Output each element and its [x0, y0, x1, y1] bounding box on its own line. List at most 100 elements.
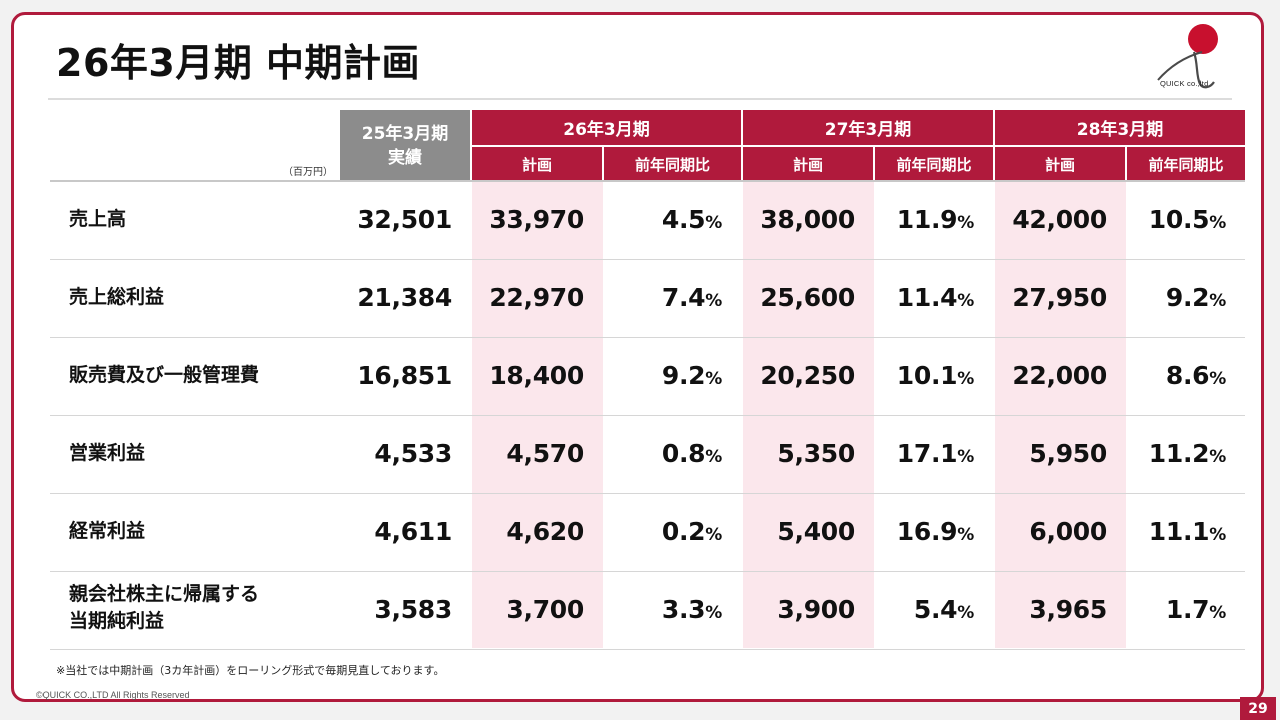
plan-value: 33,970: [489, 205, 584, 234]
plan-subheader: 計画: [743, 147, 873, 181]
yoy-number: 3.3: [661, 595, 706, 624]
period-header: 26年3月期: [472, 110, 741, 145]
plan-value: 38,000: [760, 205, 855, 234]
plan-value: 42,000: [1012, 205, 1107, 234]
yoy-value: 8.6%: [1106, 361, 1226, 390]
yoy-number: 9.2: [1165, 283, 1210, 312]
yoy-number: 4.5: [661, 205, 706, 234]
yoy-number: 10.1: [896, 361, 958, 390]
actual-value: 4,533: [374, 439, 452, 468]
actual-value: 16,851: [357, 361, 452, 390]
yoy-number: 8.6: [1165, 361, 1210, 390]
percent-unit: %: [705, 291, 722, 311]
percent-unit: %: [1209, 291, 1226, 311]
yoy-value: 10.5%: [1106, 205, 1227, 234]
yoy-number: 0.2: [661, 517, 706, 546]
percent-unit: %: [1209, 213, 1226, 233]
row-label: 売上高: [69, 207, 127, 230]
yoy-number: 0.8: [661, 439, 706, 468]
yoy-number: 16.9: [896, 517, 958, 546]
plan-value: 6,000: [1029, 517, 1107, 546]
percent-unit: %: [705, 603, 722, 623]
yoy-value: 9.2%: [1106, 283, 1226, 312]
row-separator: [50, 571, 1245, 572]
percent-unit: %: [1209, 447, 1226, 467]
yoy-subheader: 前年同期比: [1127, 147, 1245, 181]
yoy-value: 17.1%: [854, 439, 975, 468]
plan-value: 4,620: [506, 517, 584, 546]
percent-unit: %: [957, 213, 974, 233]
yoy-value: 11.9%: [854, 205, 975, 234]
row-label: 親会社株主に帰属する 当期純利益: [69, 583, 260, 632]
actual-header-label: 実績: [388, 147, 422, 168]
title-rule: [48, 98, 1232, 100]
percent-unit: %: [1209, 603, 1226, 623]
yoy-value: 11.4%: [854, 283, 975, 312]
plan-value: 3,900: [777, 595, 855, 624]
yoy-value: 0.2%: [602, 517, 722, 546]
yoy-value: 10.1%: [854, 361, 975, 390]
plan-value: 3,700: [506, 595, 584, 624]
yoy-number: 11.1: [1148, 517, 1210, 546]
actual-value: 3,583: [374, 595, 452, 624]
percent-unit: %: [957, 603, 974, 623]
plan-value: 18,400: [489, 361, 584, 390]
yoy-subheader: 前年同期比: [604, 147, 741, 181]
percent-unit: %: [957, 291, 974, 311]
yoy-value: 11.1%: [1106, 517, 1227, 546]
percent-unit: %: [705, 213, 722, 233]
percent-unit: %: [705, 447, 722, 467]
percent-unit: %: [957, 525, 974, 545]
yoy-subheader: 前年同期比: [875, 147, 993, 181]
yoy-number: 9.2: [661, 361, 706, 390]
period-header: 27年3月期: [743, 110, 993, 145]
yoy-value: 11.2%: [1106, 439, 1227, 468]
plan-value: 27,950: [1012, 283, 1107, 312]
percent-unit: %: [1209, 369, 1226, 389]
plan-value: 22,970: [489, 283, 584, 312]
row-separator: [50, 415, 1245, 416]
yoy-number: 5.4: [913, 595, 958, 624]
plan-subheader: 計画: [472, 147, 602, 181]
yoy-number: 11.2: [1148, 439, 1210, 468]
actual-header-period: 25年3月期: [361, 123, 449, 144]
table-top-rule: [50, 180, 1245, 182]
yoy-number: 10.5: [1148, 205, 1210, 234]
percent-unit: %: [1209, 525, 1226, 545]
yoy-value: 0.8%: [602, 439, 722, 468]
yoy-value: 16.9%: [854, 517, 975, 546]
yoy-value: 4.5%: [602, 205, 722, 234]
yoy-number: 11.9: [896, 205, 958, 234]
yoy-number: 1.7: [1165, 595, 1210, 624]
actual-header: 25年3月期 実績: [340, 110, 470, 181]
yoy-value: 1.7%: [1106, 595, 1226, 624]
quick-logo-icon: [1157, 24, 1218, 89]
plan-subheader: 計画: [995, 147, 1125, 181]
yoy-value: 3.3%: [602, 595, 722, 624]
copyright: ©QUICK CO.,LTD All Rights Reserved: [36, 690, 190, 700]
plan-value: 5,950: [1029, 439, 1107, 468]
plan-value: 3,965: [1029, 595, 1107, 624]
yoy-value: 9.2%: [602, 361, 722, 390]
row-separator: [50, 649, 1245, 650]
row-label: 販売費及び一般管理費: [69, 363, 260, 386]
plan-value: 20,250: [760, 361, 855, 390]
unit-label: （百万円）: [283, 167, 333, 178]
row-separator: [50, 493, 1245, 494]
actual-value: 4,611: [374, 517, 452, 546]
plan-value: 5,350: [777, 439, 855, 468]
yoy-number: 7.4: [661, 283, 706, 312]
logo-text: QUICK co.,ltd: [1160, 79, 1209, 88]
footnote: ※当社では中期計画（3カ年計画）をローリング形式で毎期見直しております。: [56, 664, 445, 677]
row-label: 売上総利益: [69, 285, 165, 308]
row-label: 経常利益: [69, 519, 146, 542]
plan-value: 5,400: [777, 517, 855, 546]
yoy-value: 7.4%: [602, 283, 722, 312]
actual-value: 32,501: [357, 205, 452, 234]
period-header: 28年3月期: [995, 110, 1245, 145]
page-title: 26年3月期 中期計画: [56, 41, 421, 85]
yoy-value: 5.4%: [854, 595, 974, 624]
page-number: 29: [1240, 697, 1276, 720]
yoy-number: 17.1: [896, 439, 958, 468]
row-label: 営業利益: [69, 441, 146, 464]
